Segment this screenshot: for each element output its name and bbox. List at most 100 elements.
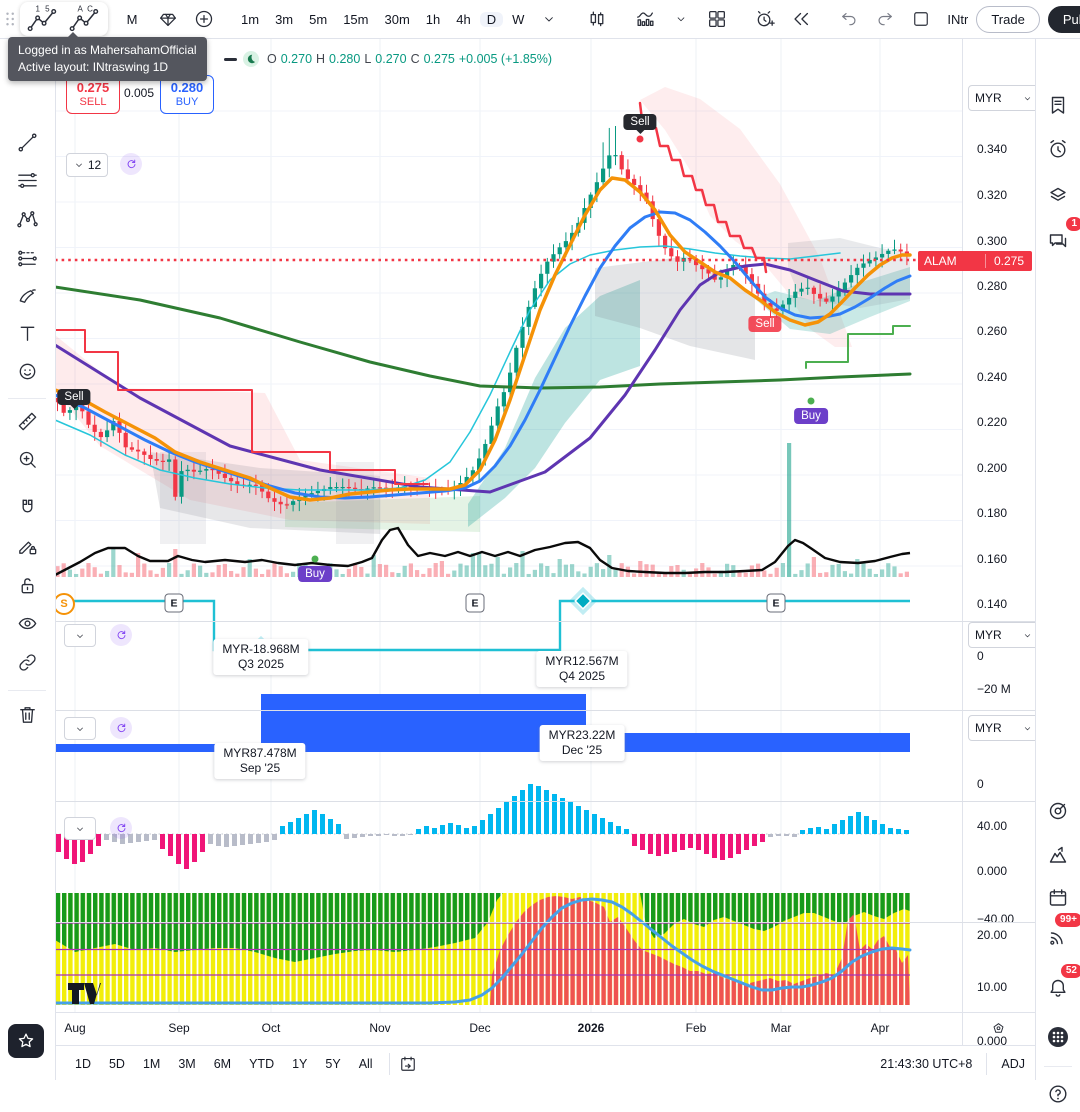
signal-sell-1[interactable]: Sell	[57, 389, 91, 409]
redo-icon[interactable]	[867, 4, 903, 34]
tool-xabcd-pattern[interactable]	[9, 201, 45, 237]
sidebar-streams[interactable]: 99+	[1040, 913, 1080, 955]
adjust-toggle[interactable]: ADJ	[1001, 1056, 1025, 1071]
pane-dropdown-2[interactable]	[64, 717, 96, 740]
diamond-icon[interactable]	[150, 4, 186, 34]
sync-icon[interactable]	[110, 624, 132, 646]
timeframe-4h[interactable]: 4h	[456, 11, 471, 27]
layout-name[interactable]: INtr	[947, 11, 969, 27]
range-1D[interactable]: 1D	[75, 1056, 91, 1071]
tool-magnet[interactable]	[9, 490, 45, 526]
pane-dropdown-3[interactable]	[64, 817, 96, 840]
favorites-star-button[interactable]	[8, 1024, 44, 1058]
sidebar-watchlist[interactable]	[1040, 87, 1076, 123]
range-1M[interactable]: 1M	[142, 1056, 161, 1071]
range-3M[interactable]: 3M	[178, 1056, 196, 1071]
tool-ruler[interactable]	[9, 403, 45, 439]
range-YTD[interactable]: YTD	[249, 1056, 275, 1071]
tool-link[interactable]	[9, 644, 45, 680]
pane-dropdown-1[interactable]	[64, 624, 96, 647]
chart-style-icon[interactable]	[579, 4, 615, 34]
sidebar-apps[interactable]	[1040, 1019, 1076, 1055]
sell-button[interactable]: 0.275 SELL	[66, 75, 120, 114]
range-All[interactable]: All	[358, 1056, 373, 1071]
earnings-marker[interactable]: E	[465, 593, 485, 613]
tool-text[interactable]	[9, 315, 45, 351]
range-6M[interactable]: 6M	[213, 1056, 232, 1071]
range-1Y[interactable]: 1Y	[292, 1056, 308, 1071]
sidebar-hotlists[interactable]	[1040, 793, 1076, 829]
undo-icon[interactable]	[831, 4, 867, 34]
market-status-icon[interactable]	[243, 51, 259, 67]
legend-dash-icon[interactable]	[224, 57, 237, 61]
clock[interactable]: 21:43:30 UTC+8	[880, 1056, 973, 1071]
sidebar-object-tree[interactable]	[1040, 177, 1076, 213]
currency-dropdown-2[interactable]: MYR	[968, 715, 1040, 741]
currency-dropdown-0[interactable]: MYR	[968, 85, 1040, 111]
symbol-search-button[interactable]: M	[126, 11, 138, 27]
sync-icon[interactable]	[110, 817, 132, 839]
tool-drawing-lock[interactable]	[9, 528, 45, 564]
save-checkbox-icon[interactable]	[903, 4, 939, 34]
timeframe-5m[interactable]: 5m	[309, 11, 328, 27]
publish-button[interactable]: Publish	[1047, 5, 1080, 33]
tool-fib-retracement[interactable]	[9, 240, 45, 276]
alert-plus-icon[interactable]	[747, 4, 783, 34]
split-marker[interactable]: S	[53, 593, 75, 615]
sidebar-chat[interactable]: 1	[1040, 217, 1080, 259]
sync-icon[interactable]	[110, 717, 132, 739]
sidebar-notifications[interactable]: 52	[1040, 964, 1080, 1006]
timeframe-1h[interactable]: 1h	[425, 11, 441, 27]
tool-lock[interactable]	[9, 567, 45, 603]
sidebar-ideas[interactable]	[1040, 837, 1076, 873]
timeframe-30m[interactable]: 30m	[384, 11, 410, 27]
signal-sell-0[interactable]: Sell	[623, 114, 657, 134]
drag-handle-icon[interactable]	[4, 8, 18, 30]
pane-separator[interactable]	[55, 621, 1035, 622]
earnings-marker[interactable]: E	[766, 593, 786, 613]
tool-emoji[interactable]	[9, 353, 45, 389]
timeframe-3m[interactable]: 3m	[275, 11, 294, 27]
currency-dropdown-1[interactable]: MYR	[968, 622, 1040, 648]
tool-brush[interactable]	[9, 278, 45, 314]
range-5D[interactable]: 5D	[108, 1056, 125, 1071]
timeframe-15m[interactable]: 15m	[343, 11, 369, 27]
chart-plot[interactable]	[55, 38, 962, 1012]
tool-trend-line[interactable]	[9, 124, 45, 160]
timeframe-D[interactable]: D	[479, 11, 504, 27]
pane-separator[interactable]	[55, 710, 1035, 711]
earnings-marker[interactable]: E	[164, 593, 184, 613]
compare-add-icon[interactable]	[186, 4, 222, 34]
timeframe-1m[interactable]: 1m	[241, 11, 260, 27]
layout-grid-icon[interactable]	[699, 4, 735, 34]
tool-eye[interactable]	[9, 605, 45, 641]
pane-separator[interactable]	[55, 801, 1035, 802]
trade-button[interactable]: Trade	[976, 5, 1040, 33]
signal-sell-2[interactable]: Sell	[748, 316, 782, 332]
pane-separator[interactable]	[55, 922, 1035, 923]
sidebar-calendar[interactable]	[1040, 880, 1076, 916]
tool-trash[interactable]	[9, 696, 45, 732]
signal-buy-3[interactable]: Buy	[298, 566, 332, 582]
time-axis[interactable]: Aug Sep Oct Nov Dec 2026 Feb Mar Apr	[0, 1021, 1035, 1041]
signal-buy-4[interactable]: Buy	[794, 408, 828, 424]
replay-icon[interactable]	[783, 4, 819, 34]
goto-date-icon[interactable]	[398, 1054, 418, 1074]
badge-price: 0.275	[984, 254, 1032, 268]
price-axis[interactable]: MYR MYR MYR 0.340 0.320 0.300 0.280 0.260 0.240 0…	[962, 38, 1040, 1048]
range-5Y[interactable]: 5Y	[325, 1056, 341, 1071]
sync-icon[interactable]	[120, 153, 142, 175]
tool-zoom-in[interactable]	[9, 441, 45, 477]
chart-canvas[interactable]	[0, 38, 1035, 1045]
sidebar-help[interactable]	[1040, 1076, 1076, 1112]
tool-horizontal-lines[interactable]	[9, 162, 45, 198]
chevron-down-icon[interactable]	[663, 4, 699, 34]
timeframe-W[interactable]: W	[512, 11, 525, 27]
pane-dropdown-0[interactable]: 12	[66, 153, 108, 177]
chevron-down-icon[interactable]	[531, 4, 567, 34]
sidebar-alerts-clock[interactable]	[1040, 131, 1076, 167]
indicators-icon[interactable]	[627, 4, 663, 34]
scale-settings-icon[interactable]	[988, 1019, 1008, 1039]
